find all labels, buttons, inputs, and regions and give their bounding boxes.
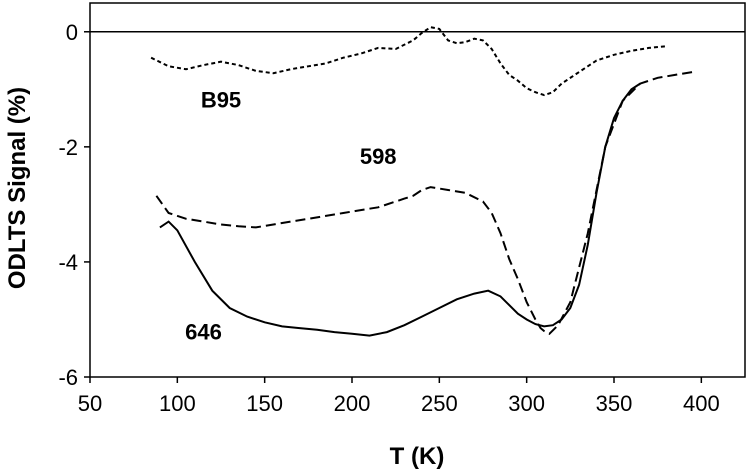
series-label-646: 646	[185, 320, 222, 345]
x-tick-label: 400	[683, 391, 720, 416]
x-tick-label: 350	[596, 391, 633, 416]
y-axis-title: ODLTS Signal (%)	[4, 87, 31, 289]
series-line-598	[155, 71, 693, 336]
annotation-group: B95 598 646	[185, 88, 396, 345]
x-tick-label: 100	[159, 391, 196, 416]
x-tick-label: 200	[334, 391, 371, 416]
series-line-B95	[150, 26, 667, 97]
x-tick-label: 250	[421, 391, 458, 416]
y-tick-label: 0	[66, 20, 78, 45]
x-axis-title: T (K)	[390, 443, 445, 470]
x-tick-labels: 50 100 150 200 250 300 350 400	[78, 391, 720, 416]
x-tick-label: 150	[246, 391, 283, 416]
series-label-B95: B95	[201, 88, 241, 113]
plot-frame	[89, 2, 746, 378]
series-label-598: 598	[360, 144, 397, 169]
y-tick-label: -6	[58, 365, 78, 390]
tick-marks	[84, 31, 703, 383]
y-tick-label: -4	[58, 250, 78, 275]
y-tick-labels: 0 -2 -4 -6	[58, 20, 78, 390]
x-tick-label: 300	[508, 391, 545, 416]
y-tick-label: -2	[58, 135, 78, 160]
x-tick-label: 50	[78, 391, 102, 416]
series-line-646	[159, 82, 641, 337]
series-group	[150, 26, 693, 337]
plot-area-border	[89, 2, 746, 378]
